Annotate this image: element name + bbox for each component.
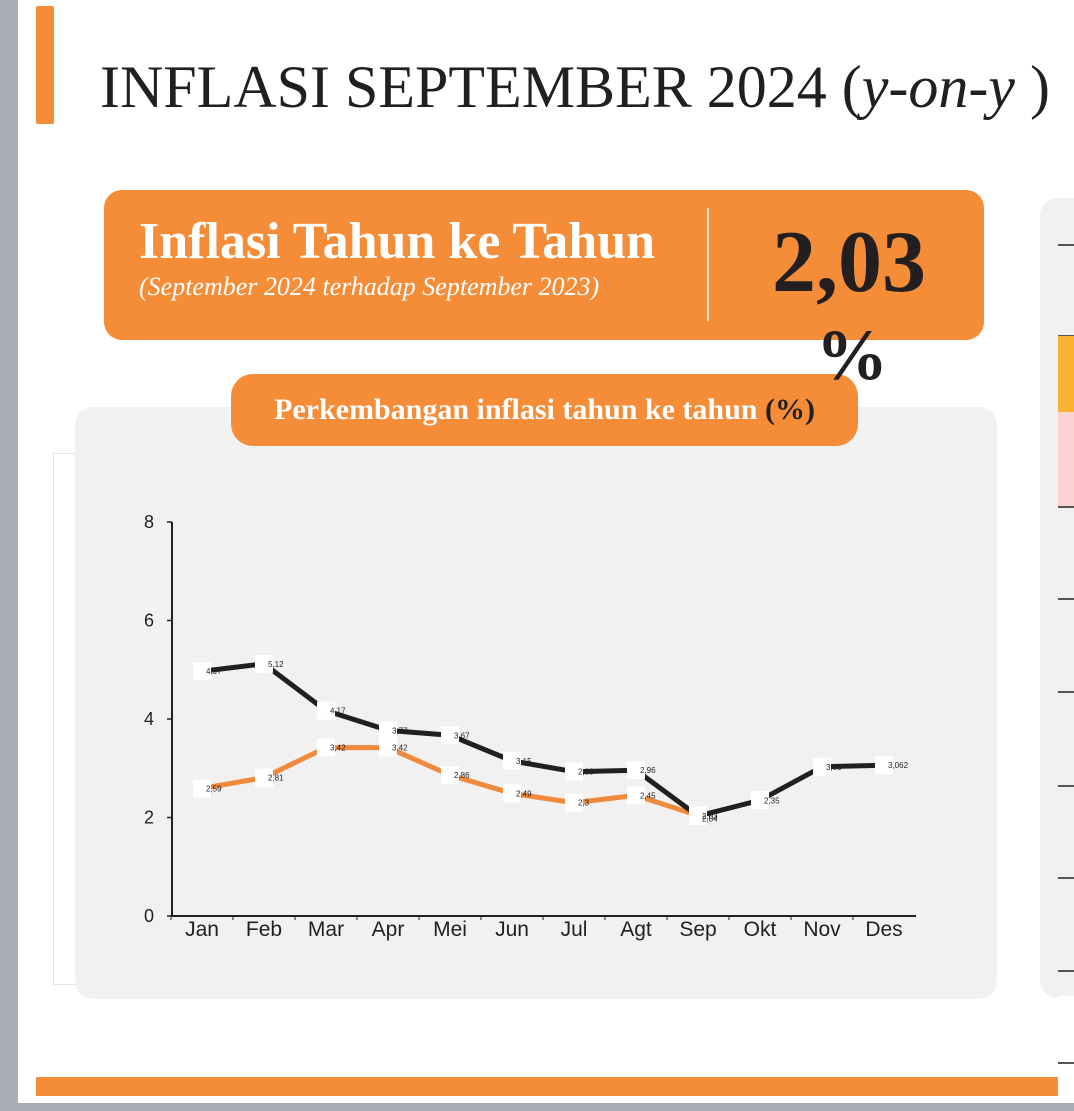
chart-panel <box>75 407 997 999</box>
right-panel-rule <box>1058 691 1074 693</box>
headline-value: 2,03 <box>772 214 926 311</box>
headline-sublabel: (September 2024 terhadap September 2023) <box>139 272 600 301</box>
series-line-0 <box>199 661 887 819</box>
data-label-0: 3,67 <box>454 731 470 740</box>
data-label-0: 3,77 <box>392 726 408 735</box>
headline-unit: % <box>816 315 888 395</box>
data-label-1: 2,59 <box>206 784 222 793</box>
right-panel-rule <box>1058 1062 1074 1064</box>
right-panel-rule <box>1058 877 1074 879</box>
data-point-1 <box>441 766 459 785</box>
right-panel-rule <box>1058 506 1074 508</box>
data-label-0: 2,96 <box>640 766 656 775</box>
chart-title-text: Perkembangan inflasi tahun ke tahun <box>274 393 765 426</box>
data-label-0: 2,93 <box>578 768 594 777</box>
y-tick-label: 0 <box>144 906 154 926</box>
page-title-italic: y-on-y <box>861 54 1015 120</box>
x-tick-label: Okt <box>744 918 777 941</box>
y-tick-label: 2 <box>144 808 154 828</box>
data-point-0 <box>751 791 769 810</box>
y-tick-label: 8 <box>144 512 154 532</box>
x-tick-label: Jan <box>185 918 219 941</box>
chart-inner-border <box>53 453 76 985</box>
data-point-0 <box>813 757 831 776</box>
data-label-1: 2,45 <box>640 791 656 800</box>
page-title-text: INFLASI SEPTEMBER 2024 ( <box>100 54 862 120</box>
data-label-0: 2,03 <box>702 812 718 821</box>
y-tick-label: 4 <box>144 709 154 729</box>
x-tick-label: Mar <box>308 918 344 941</box>
window-frame-bottom <box>0 1103 1074 1111</box>
data-label-0: 4,17 <box>330 707 346 716</box>
data-label-0: 3,062 <box>888 761 909 770</box>
x-tick-label: Mei <box>433 918 467 941</box>
right-panel-rule <box>1058 598 1074 600</box>
x-tick-label: Des <box>865 918 902 941</box>
data-point-1 <box>317 738 335 757</box>
data-point-1 <box>255 768 273 787</box>
chart-title-unit: (%) <box>764 393 815 426</box>
data-label-1: 2,49 <box>516 789 532 798</box>
page-title-close: ) <box>1014 54 1050 120</box>
x-tick-label: Feb <box>246 918 282 941</box>
headline-card: Inflasi Tahun ke Tahun (September 2024 t… <box>104 190 984 340</box>
data-point-0 <box>379 721 397 740</box>
page-title: INFLASI SEPTEMBER 2024 (y-on-y ) <box>100 52 1050 122</box>
window-frame-left <box>0 0 18 1111</box>
data-label-0: 4,97 <box>206 667 222 676</box>
right-panel-highlight-pink <box>1058 412 1074 506</box>
data-point-0 <box>875 756 893 775</box>
footer-accent-bar <box>36 1077 1058 1096</box>
data-point-1 <box>379 738 397 757</box>
chart-title: Perkembangan inflasi tahun ke tahun (%) <box>274 393 815 427</box>
data-label-0: 3,03 <box>826 763 842 772</box>
data-label-1: 2,04 <box>702 815 718 824</box>
data-label-0: 3,15 <box>516 757 532 766</box>
right-panel-rule <box>1058 244 1074 246</box>
data-label-0: 2,35 <box>764 796 780 805</box>
x-tick-label: Jul <box>561 918 588 941</box>
data-point-0 <box>255 654 273 673</box>
data-point-0 <box>689 807 707 826</box>
data-point-1 <box>503 784 521 803</box>
data-point-0 <box>193 662 211 681</box>
data-label-1: 2,86 <box>454 771 470 780</box>
x-tick-label: Jun <box>495 918 529 941</box>
headline-label: Inflasi Tahun ke Tahun <box>139 213 656 270</box>
data-point-0 <box>565 762 583 781</box>
x-tick-label: Agt <box>620 918 652 941</box>
right-panel-highlight-yellow <box>1058 336 1074 412</box>
data-point-0 <box>627 761 645 780</box>
x-tick-label: Nov <box>803 918 841 941</box>
x-tick-label: Sep <box>679 918 716 941</box>
data-point-0 <box>503 751 521 770</box>
x-tick-label: Apr <box>372 918 405 941</box>
data-label-0: 5,12 <box>268 660 284 669</box>
right-panel-lower-strip <box>1058 996 1074 1106</box>
data-point-1 <box>193 779 211 798</box>
title-accent-bar <box>36 6 54 124</box>
chart-title-pill: Perkembangan inflasi tahun ke tahun (%) <box>231 374 858 446</box>
data-label-1: 2,81 <box>268 774 284 783</box>
right-panel-rule <box>1058 785 1074 787</box>
headline-divider <box>707 208 709 321</box>
right-panel-rule <box>1058 970 1074 972</box>
data-point-1 <box>565 793 583 812</box>
data-point-1 <box>627 786 645 805</box>
data-label-1: 3,42 <box>392 744 408 753</box>
data-label-1: 3,42 <box>330 744 346 753</box>
data-point-0 <box>441 726 459 745</box>
data-point-0 <box>317 701 335 720</box>
data-label-1: 2,3 <box>578 799 590 808</box>
y-tick-label: 6 <box>144 611 154 631</box>
